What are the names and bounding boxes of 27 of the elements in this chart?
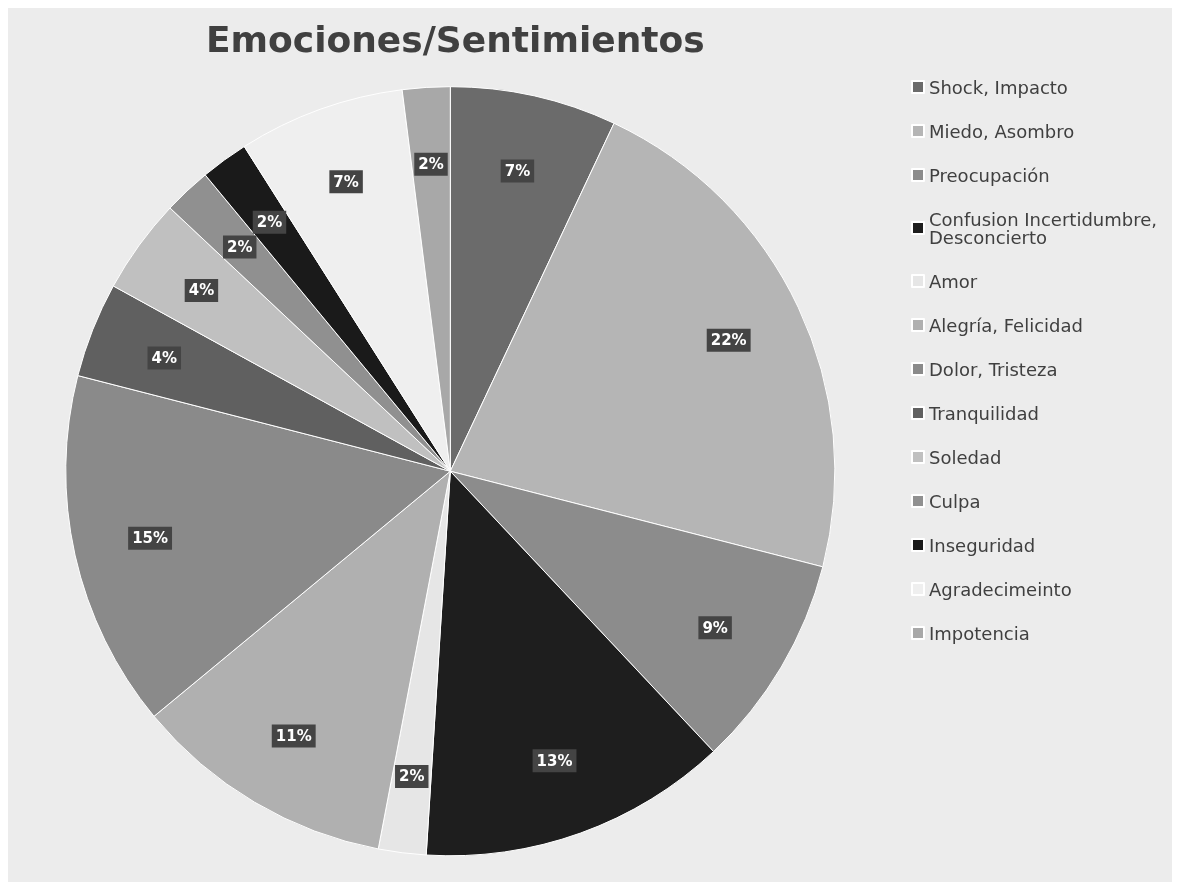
data-label: 11% — [275, 727, 312, 746]
data-label: 9% — [702, 618, 728, 637]
legend-label: Confusion Incertidumbre, Desconcierto — [929, 208, 1157, 248]
data-label: 22% — [710, 331, 747, 350]
legend-label: Inseguridad — [929, 534, 1036, 556]
legend-label: Shock, Impacto — [929, 76, 1068, 98]
data-label: 7% — [504, 161, 531, 180]
data-label: 13% — [536, 751, 573, 770]
legend-label: Miedo, Asombro — [929, 120, 1075, 142]
legend-label: Tranquilidad — [928, 402, 1039, 424]
legend-label: Culpa — [929, 490, 981, 512]
data-label: 15% — [132, 529, 169, 548]
legend-label: Dolor, Tristeza — [929, 358, 1058, 380]
legend-label: Alegría, Felicidad — [929, 314, 1083, 336]
legend-label: Impotencia — [929, 622, 1030, 644]
data-label: 2% — [256, 213, 283, 232]
data-label: 7% — [333, 172, 359, 191]
data-label: 2% — [418, 155, 444, 174]
chart-title: Emociones/Sentimientos — [205, 18, 705, 60]
data-label: 4% — [151, 348, 178, 367]
data-label: 2% — [399, 767, 425, 786]
legend-label: Preocupación — [929, 164, 1050, 186]
legend-label: Agradecimeinto — [929, 578, 1072, 600]
data-label: 2% — [226, 237, 253, 256]
data-label: 4% — [188, 281, 215, 300]
legend-label: Soledad — [929, 446, 1002, 468]
legend-label: Amor — [929, 270, 978, 292]
